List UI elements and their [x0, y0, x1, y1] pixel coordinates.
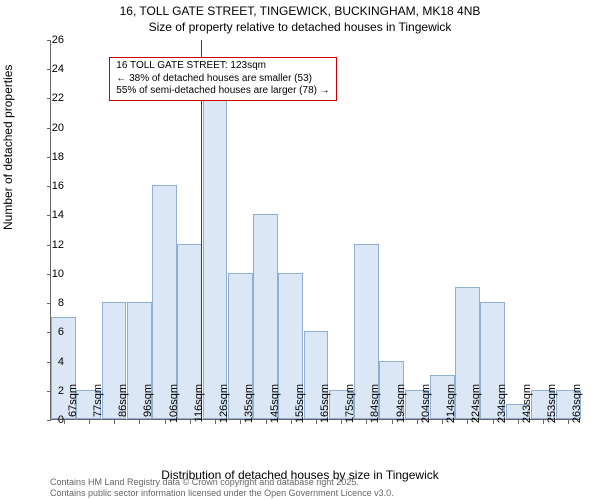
- y-tick-label: 8: [34, 297, 64, 309]
- y-tick-label: 16: [34, 180, 64, 192]
- x-tick-mark: [568, 420, 569, 424]
- chart-title-line2: Size of property relative to detached ho…: [0, 20, 600, 36]
- x-tick-label: 106sqm: [168, 384, 180, 434]
- y-tick-label: 20: [34, 122, 64, 134]
- y-tick-label: 6: [34, 326, 64, 338]
- x-tick-mark: [341, 420, 342, 424]
- x-tick-mark: [366, 420, 367, 424]
- callout-line1: 16 TOLL GATE STREET: 123sqm: [116, 60, 329, 73]
- x-tick-label: 234sqm: [496, 384, 508, 434]
- x-tick-label: 96sqm: [142, 384, 154, 434]
- x-tick-label: 116sqm: [193, 384, 205, 434]
- footer-line1: Contains HM Land Registry data © Crown c…: [50, 477, 394, 487]
- x-tick-label: 243sqm: [521, 384, 533, 434]
- x-tick-label: 253sqm: [546, 384, 558, 434]
- x-tick-mark: [165, 420, 166, 424]
- footer-attribution: Contains HM Land Registry data © Crown c…: [50, 477, 394, 498]
- x-tick-label: 194sqm: [395, 384, 407, 434]
- x-tick-mark: [543, 420, 544, 424]
- x-tick-mark: [215, 420, 216, 424]
- x-tick-label: 214sqm: [445, 384, 457, 434]
- x-tick-label: 77sqm: [92, 384, 104, 434]
- x-tick-label: 126sqm: [218, 384, 230, 434]
- histogram-bar: [203, 97, 228, 419]
- x-tick-mark: [291, 420, 292, 424]
- x-tick-mark: [190, 420, 191, 424]
- x-tick-mark: [467, 420, 468, 424]
- y-tick-label: 14: [34, 209, 64, 221]
- x-tick-label: 175sqm: [344, 384, 356, 434]
- x-tick-label: 155sqm: [294, 384, 306, 434]
- x-tick-label: 224sqm: [470, 384, 482, 434]
- x-tick-label: 204sqm: [420, 384, 432, 434]
- x-tick-label: 165sqm: [319, 384, 331, 434]
- callout-box: 16 TOLL GATE STREET: 123sqm← 38% of deta…: [109, 57, 336, 101]
- x-tick-mark: [266, 420, 267, 424]
- x-tick-mark: [89, 420, 90, 424]
- x-tick-mark: [114, 420, 115, 424]
- x-tick-label: 86sqm: [117, 384, 129, 434]
- x-tick-mark: [442, 420, 443, 424]
- x-tick-label: 184sqm: [369, 384, 381, 434]
- x-tick-mark: [417, 420, 418, 424]
- y-tick-label: 0: [34, 414, 64, 426]
- x-tick-mark: [518, 420, 519, 424]
- callout-line3: 55% of semi-detached houses are larger (…: [116, 85, 329, 98]
- x-tick-mark: [139, 420, 140, 424]
- x-tick-label: 263sqm: [571, 384, 583, 434]
- x-tick-mark: [493, 420, 494, 424]
- y-tick-label: 26: [34, 34, 64, 46]
- plot-area: 16 TOLL GATE STREET: 123sqm← 38% of deta…: [50, 40, 580, 420]
- x-tick-label: 135sqm: [243, 384, 255, 434]
- y-axis-title: Number of detached properties: [1, 65, 15, 230]
- x-tick-label: 145sqm: [269, 384, 281, 434]
- y-tick-label: 18: [34, 151, 64, 163]
- callout-line2: ← 38% of detached houses are smaller (53…: [116, 73, 329, 86]
- y-tick-label: 22: [34, 92, 64, 104]
- plot-wrap: 16 TOLL GATE STREET: 123sqm← 38% of deta…: [50, 40, 580, 420]
- chart-root: 16, TOLL GATE STREET, TINGEWICK, BUCKING…: [0, 0, 600, 500]
- x-tick-mark: [240, 420, 241, 424]
- x-tick-label: 67sqm: [67, 384, 79, 434]
- chart-title-line1: 16, TOLL GATE STREET, TINGEWICK, BUCKING…: [0, 0, 600, 20]
- x-tick-mark: [316, 420, 317, 424]
- y-tick-label: 2: [34, 385, 64, 397]
- footer-line2: Contains public sector information licen…: [50, 488, 394, 498]
- y-tick-label: 24: [34, 63, 64, 75]
- y-tick-label: 4: [34, 356, 64, 368]
- y-tick-label: 10: [34, 268, 64, 280]
- y-tick-label: 12: [34, 239, 64, 251]
- x-tick-mark: [392, 420, 393, 424]
